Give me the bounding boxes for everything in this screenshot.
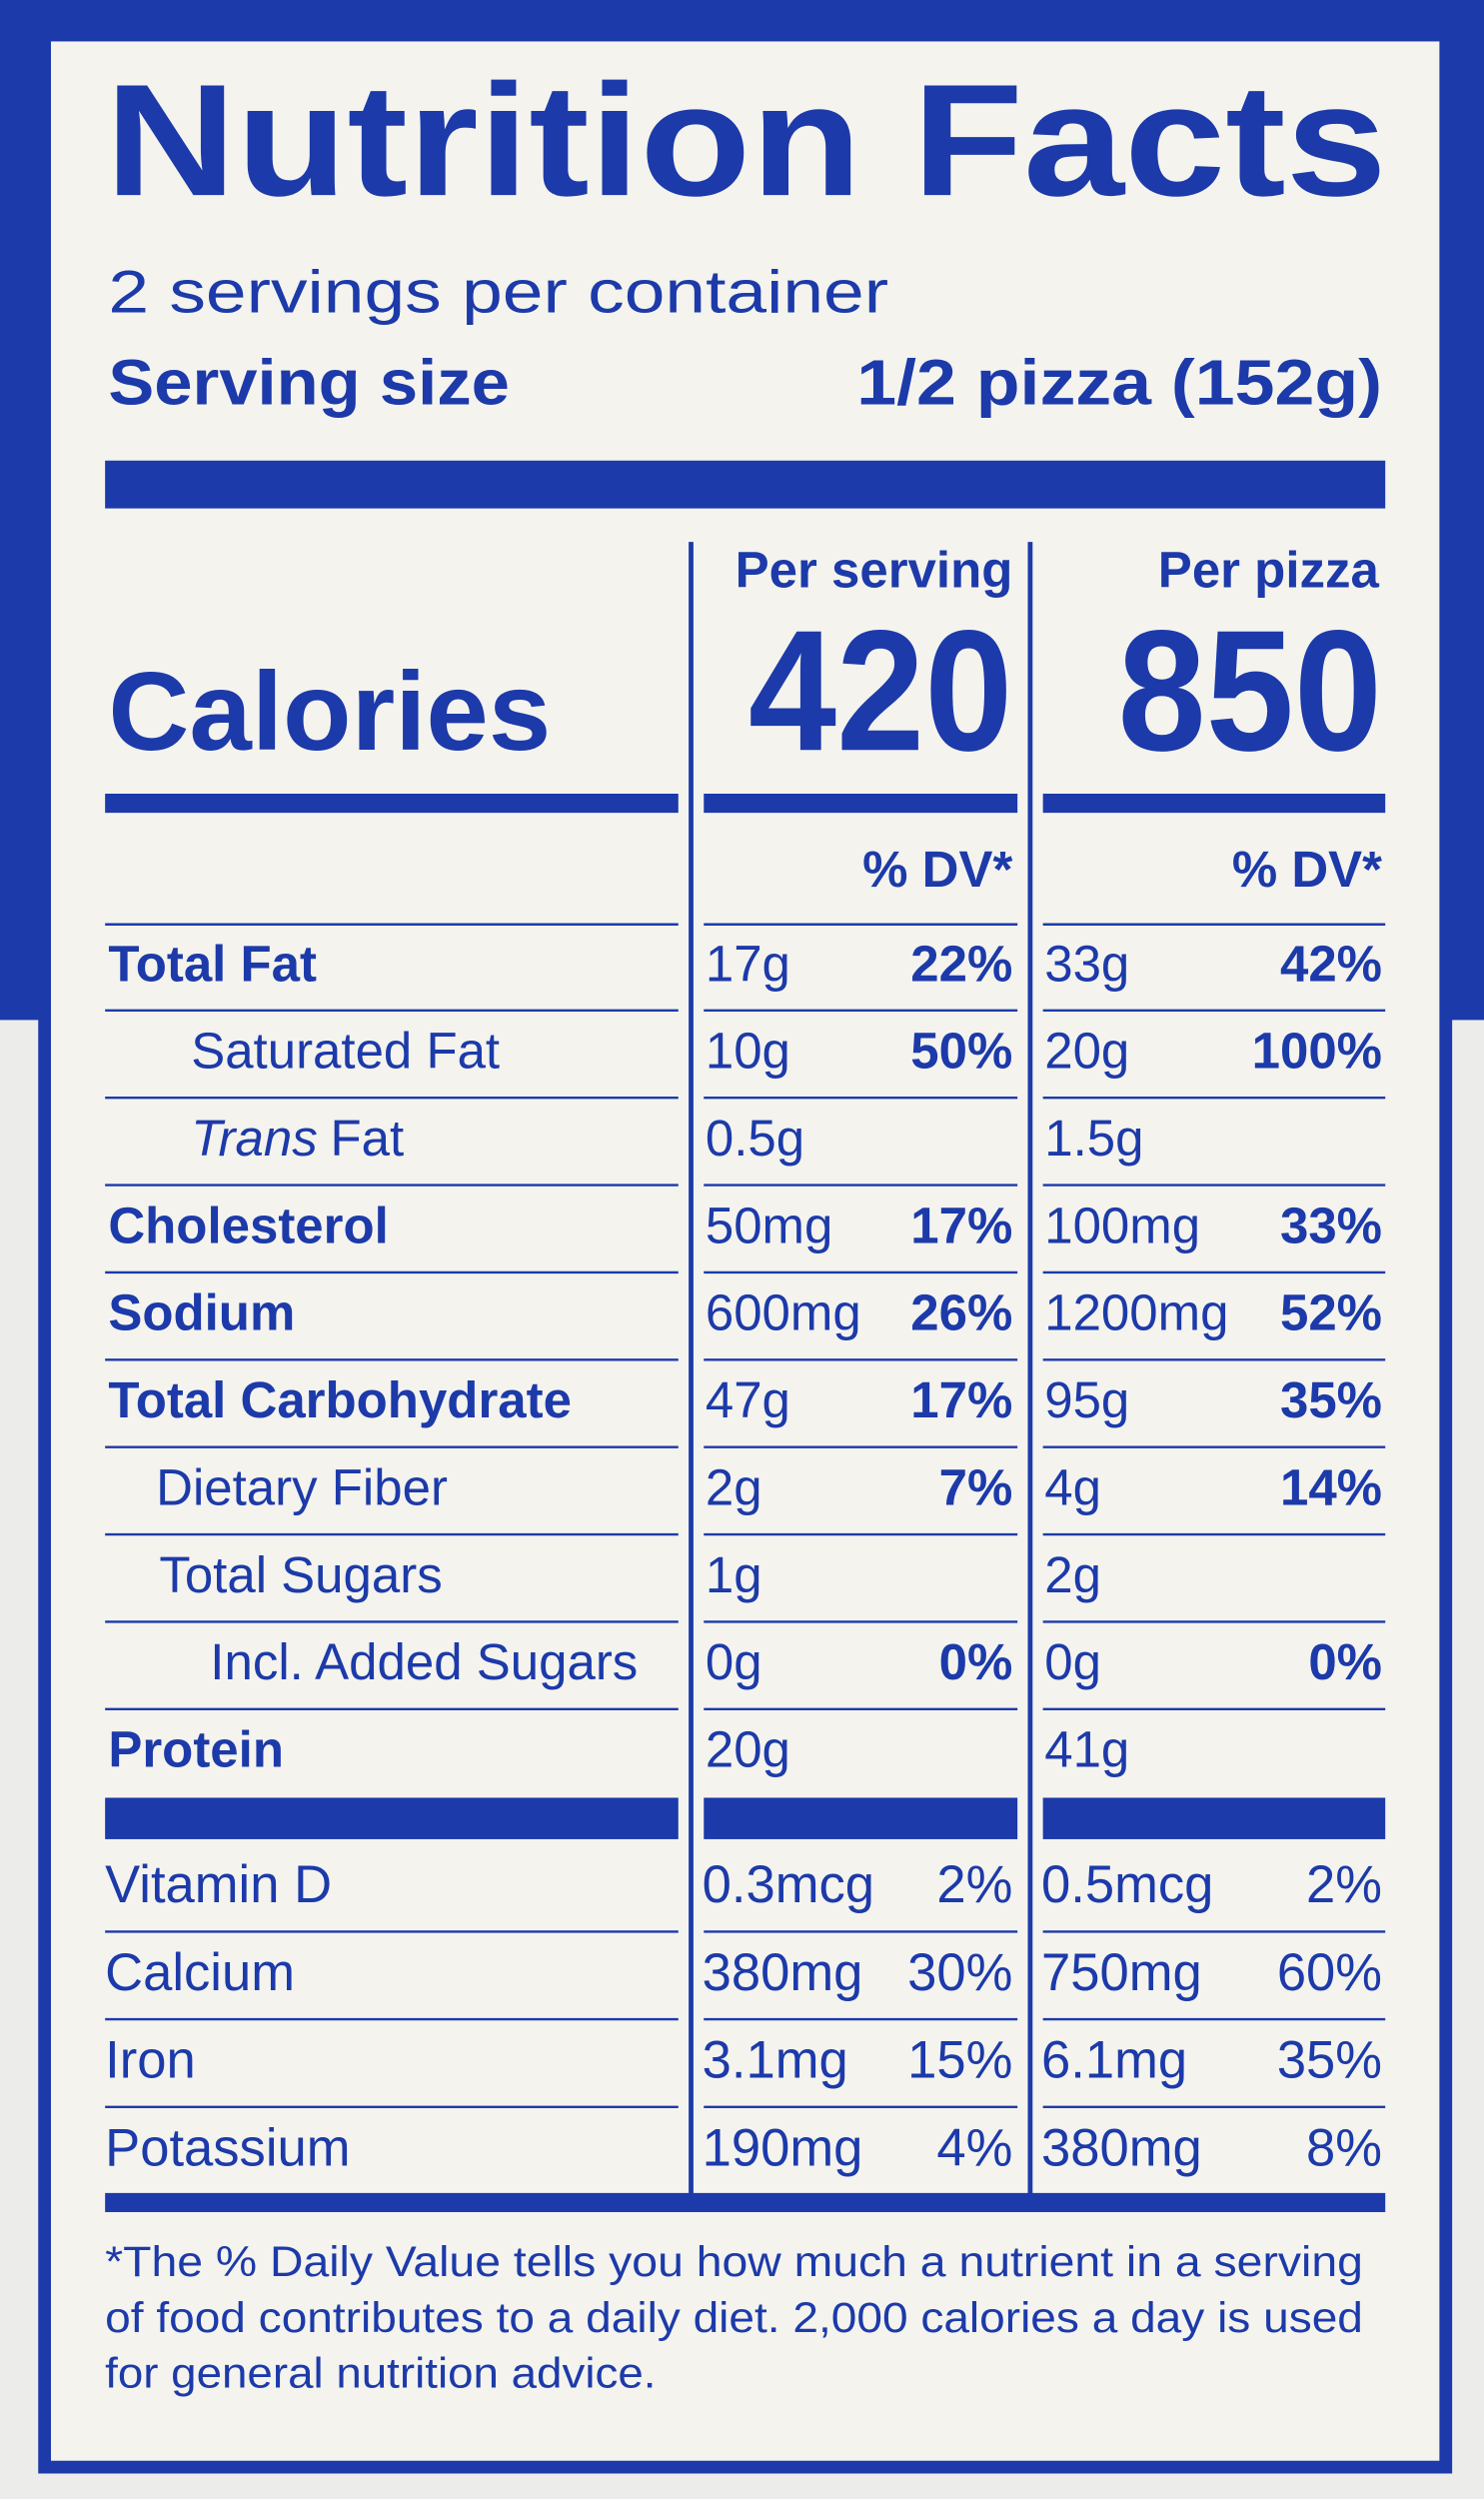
- row-label: Incl. Added Sugars: [210, 1633, 638, 1690]
- daily-value: 15%: [907, 2031, 1012, 2090]
- amount: 1200mg: [1044, 1284, 1228, 1341]
- amount: 0g: [1044, 1633, 1101, 1690]
- daily-value: 52%: [1280, 1284, 1382, 1341]
- bar: [105, 2192, 1386, 2213]
- vitamin-label: Calcium: [105, 1943, 295, 2002]
- daily-value: 2%: [936, 1855, 1012, 1914]
- daily-value: 7%: [939, 1458, 1013, 1515]
- daily-value: 30%: [907, 1943, 1012, 2002]
- daily-value: 14%: [1280, 1458, 1382, 1515]
- serving-size-label: Serving size: [108, 346, 510, 418]
- amount: 100mg: [1044, 1197, 1200, 1253]
- row-label: Fat: [331, 1110, 405, 1167]
- daily-value: 17%: [910, 1371, 1012, 1428]
- amount: 750mg: [1041, 1943, 1202, 2002]
- amount: 17g: [706, 935, 790, 992]
- panel: [38, 28, 1453, 2474]
- row-label: Dietary Fiber: [156, 1458, 448, 1515]
- amount: 41g: [1044, 1721, 1129, 1778]
- daily-value: 22%: [910, 935, 1012, 992]
- amount: 47g: [706, 1371, 790, 1428]
- amount: 1g: [706, 1546, 762, 1603]
- calories-value: 850: [1118, 595, 1382, 787]
- amount: 33g: [1044, 935, 1129, 992]
- vitamin-label: Iron: [105, 2031, 196, 2090]
- amount: 3.1mg: [703, 2031, 848, 2090]
- daily-value: 42%: [1280, 935, 1382, 992]
- daily-value: 35%: [1280, 1371, 1382, 1428]
- amount: 6.1mg: [1041, 2031, 1187, 2090]
- amount: 20g: [706, 1721, 790, 1778]
- amount: 20g: [1044, 1023, 1129, 1080]
- row-label: Total Sugars: [159, 1546, 442, 1603]
- daily-value: 60%: [1277, 1943, 1382, 2002]
- amount: 0.3mcg: [703, 1855, 874, 1914]
- row-label: Total Fat: [108, 935, 317, 992]
- row-label: Saturated Fat: [191, 1023, 500, 1080]
- footnote: *The % Daily Value tells you how much a …: [105, 2238, 1363, 2286]
- daily-value: 26%: [910, 1284, 1012, 1341]
- daily-value: 0%: [1308, 1633, 1382, 1690]
- daily-value: 100%: [1252, 1023, 1382, 1080]
- footnote: for general nutrition advice.: [105, 2350, 656, 2398]
- amount: 380mg: [1041, 2118, 1202, 2177]
- dv-header: % DV*: [862, 841, 1012, 898]
- bar: [105, 1797, 679, 1839]
- bar: [105, 460, 1386, 509]
- amount: 2g: [1044, 1546, 1101, 1603]
- bar: [704, 794, 1018, 814]
- column-header: Per pizza: [1158, 541, 1380, 598]
- dv-header: % DV*: [1232, 841, 1382, 898]
- row-label: Sodium: [108, 1284, 295, 1341]
- amount: 0.5mcg: [1041, 1855, 1213, 1914]
- row-label: Cholesterol: [108, 1197, 388, 1253]
- amount: 190mg: [703, 2118, 863, 2177]
- row-label: Total Carbohydrate: [108, 1371, 572, 1428]
- daily-value: 17%: [910, 1197, 1012, 1253]
- vitamin-label: Potassium: [105, 2118, 350, 2177]
- daily-value: 0%: [939, 1633, 1013, 1690]
- bar: [1042, 794, 1386, 814]
- amount: 380mg: [703, 1943, 863, 2002]
- calories-label: Calories: [108, 649, 551, 774]
- serving-size-value: 1/2 pizza (152g): [856, 346, 1382, 418]
- row-label-italic: Trans: [191, 1110, 318, 1167]
- amount: 10g: [706, 1023, 790, 1080]
- calories-value: 420: [748, 595, 1012, 787]
- amount: 50mg: [706, 1197, 833, 1253]
- daily-value: 50%: [910, 1023, 1012, 1080]
- column-header: Per serving: [736, 541, 1013, 598]
- amount: 95g: [1044, 1371, 1129, 1428]
- servings: 2 servings per container: [108, 258, 888, 326]
- daily-value: 33%: [1280, 1197, 1382, 1253]
- bar: [105, 794, 679, 814]
- vitamin-label: Vitamin D: [105, 1855, 332, 1914]
- amount: 1.5g: [1044, 1110, 1143, 1167]
- daily-value: 35%: [1277, 2031, 1382, 2090]
- amount: 0g: [706, 1633, 762, 1690]
- row-label: Protein: [108, 1721, 284, 1778]
- amount: 0.5g: [706, 1110, 804, 1167]
- daily-value: 8%: [1306, 2118, 1382, 2177]
- footnote: of food contributes to a daily diet. 2,0…: [105, 2294, 1363, 2342]
- amount: 4g: [1044, 1458, 1101, 1515]
- amount: 600mg: [706, 1284, 861, 1341]
- amount: 2g: [706, 1458, 762, 1515]
- title: Nutrition Facts: [105, 51, 1387, 229]
- daily-value: 2%: [1306, 1855, 1382, 1914]
- daily-value: 4%: [936, 2118, 1012, 2177]
- bar: [704, 1797, 1018, 1839]
- bar: [1042, 1797, 1386, 1839]
